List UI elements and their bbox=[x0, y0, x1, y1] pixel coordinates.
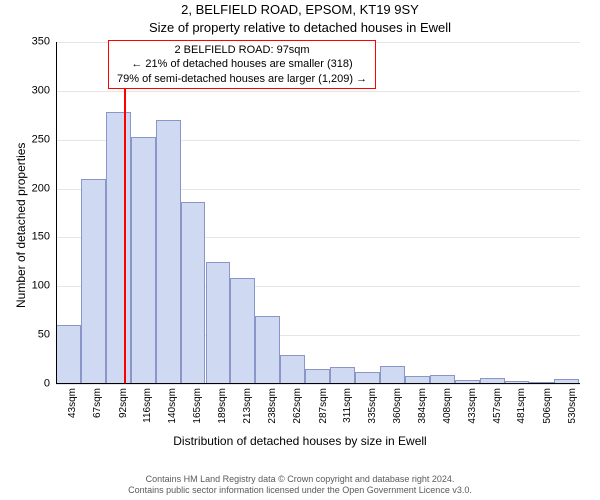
x-tick-label: 335sqm bbox=[368, 388, 378, 424]
x-tick-label: 238sqm bbox=[268, 388, 278, 424]
y-tick-label: 200 bbox=[32, 183, 56, 194]
x-tick-label: 433sqm bbox=[468, 388, 478, 424]
x-tick-label: 262sqm bbox=[293, 388, 303, 424]
credit-line-2: Contains public sector information licen… bbox=[0, 485, 600, 496]
x-tick-label: 140sqm bbox=[168, 388, 178, 424]
histogram-bar bbox=[330, 367, 355, 384]
x-tick-label: 311sqm bbox=[343, 388, 353, 423]
x-tick-label: 530sqm bbox=[568, 388, 578, 424]
x-tick-label: 92sqm bbox=[119, 388, 129, 418]
y-tick-label: 0 bbox=[44, 379, 56, 390]
x-tick-label: 506sqm bbox=[543, 388, 553, 424]
y-tick-label: 300 bbox=[32, 85, 56, 96]
histogram-bar bbox=[106, 112, 131, 384]
x-tick-label: 287sqm bbox=[319, 388, 329, 424]
x-axis-label: Distribution of detached houses by size … bbox=[0, 434, 600, 448]
histogram-bar bbox=[81, 179, 106, 384]
callout-line-2: ← 21% of detached houses are smaller (31… bbox=[117, 57, 367, 71]
y-tick-label: 150 bbox=[32, 232, 56, 243]
chart-credits: Contains HM Land Registry data © Crown c… bbox=[0, 474, 600, 497]
x-tick-label: 213sqm bbox=[243, 388, 253, 424]
x-tick-label: 360sqm bbox=[393, 388, 403, 424]
credit-line-1: Contains HM Land Registry data © Crown c… bbox=[0, 474, 600, 485]
histogram-bar bbox=[230, 278, 255, 384]
histogram-bar bbox=[56, 325, 81, 384]
gridline bbox=[56, 91, 580, 92]
y-tick-label: 250 bbox=[32, 134, 56, 145]
histogram-bar bbox=[280, 355, 305, 384]
x-tick-label: 457sqm bbox=[493, 388, 503, 424]
y-tick-label: 100 bbox=[32, 281, 56, 292]
histogram-bar bbox=[131, 137, 156, 384]
x-tick-label: 116sqm bbox=[143, 388, 153, 423]
x-tick-label: 67sqm bbox=[93, 388, 103, 418]
y-axis-label: Number of detached properties bbox=[14, 143, 28, 308]
x-axis-line bbox=[56, 383, 580, 384]
histogram-bar bbox=[305, 369, 330, 384]
histogram-bar bbox=[206, 262, 231, 384]
histogram-bar bbox=[255, 316, 280, 384]
x-tick-label: 384sqm bbox=[418, 388, 428, 424]
histogram-chart: 2, BELFIELD ROAD, EPSOM, KT19 9SY Size o… bbox=[0, 0, 600, 500]
x-tick-label: 189sqm bbox=[218, 388, 228, 424]
x-tick-label: 165sqm bbox=[193, 388, 203, 424]
marker-line bbox=[124, 42, 126, 384]
callout-line-1: 2 BELFIELD ROAD: 97sqm bbox=[117, 43, 367, 57]
plot-area: 05010015020025030035043sqm67sqm92sqm116s… bbox=[56, 42, 580, 384]
callout-line-3: 79% of semi-detached houses are larger (… bbox=[117, 72, 367, 86]
x-tick-label: 408sqm bbox=[443, 388, 453, 424]
histogram-bar bbox=[181, 202, 206, 384]
y-axis-line bbox=[56, 42, 57, 384]
x-tick-label: 481sqm bbox=[517, 388, 527, 424]
gridline bbox=[56, 384, 580, 385]
y-tick-label: 50 bbox=[38, 330, 56, 341]
histogram-bar bbox=[380, 366, 405, 384]
x-tick-label: 43sqm bbox=[68, 388, 78, 418]
callout-box: 2 BELFIELD ROAD: 97sqm ← 21% of detached… bbox=[108, 40, 376, 89]
chart-title-main: 2, BELFIELD ROAD, EPSOM, KT19 9SY bbox=[0, 2, 600, 17]
histogram-bar bbox=[156, 120, 181, 384]
chart-title-sub: Size of property relative to detached ho… bbox=[0, 20, 600, 35]
y-tick-label: 350 bbox=[32, 37, 56, 48]
